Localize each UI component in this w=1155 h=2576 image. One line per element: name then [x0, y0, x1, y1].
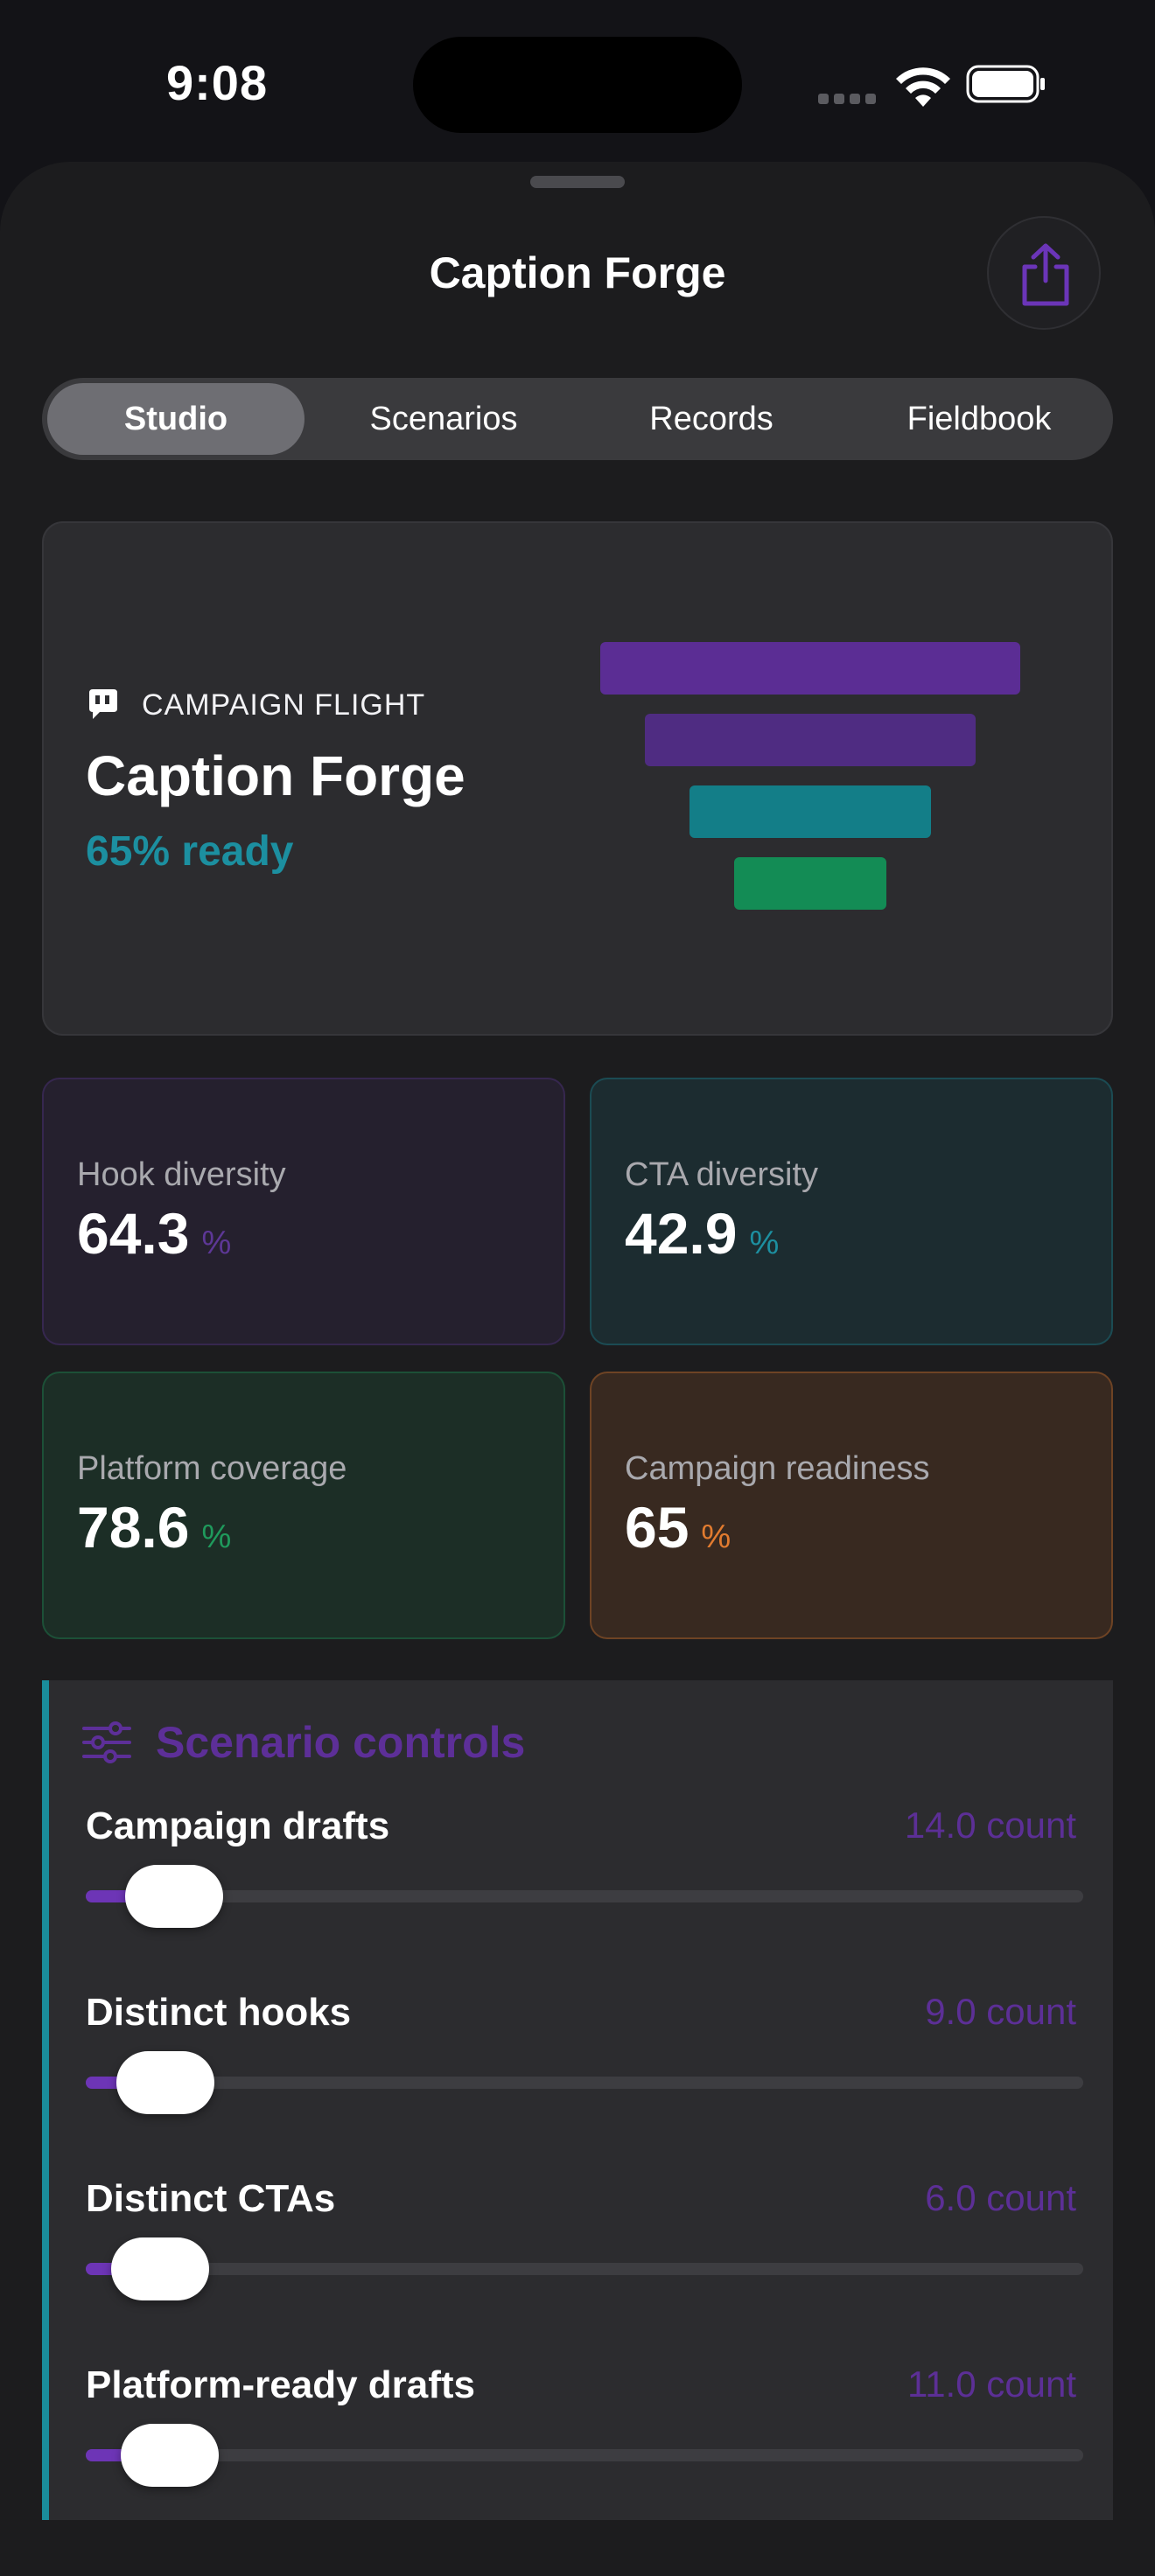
funnel-bar-1 — [600, 642, 1020, 695]
metric-tile-platform-coverage: Platform coverage 78.6% — [42, 1372, 565, 1639]
slider-track[interactable] — [86, 2077, 1083, 2089]
tab-scenarios[interactable]: Scenarios — [369, 401, 518, 437]
sliders-icon — [82, 1721, 131, 1763]
control-label: Distinct CTAs — [86, 2177, 336, 2220]
funnel-bar-4 — [734, 857, 886, 910]
slider-thumb[interactable] — [120, 2424, 219, 2487]
hero-title: Caption Forge — [86, 744, 466, 807]
metric-tile-cta-diversity: CTA diversity 42.9% — [590, 1078, 1113, 1345]
slider-track[interactable] — [86, 1890, 1083, 1902]
sheet: Caption Forge Studio Scenarios Records F… — [0, 162, 1155, 2576]
scenario-controls-header: Scenario controls — [82, 1717, 525, 1768]
slider-thumb[interactable] — [124, 1865, 223, 1928]
share-button[interactable] — [987, 216, 1101, 330]
metric-tile-hook-diversity: Hook diversity 64.3% — [42, 1078, 565, 1345]
metric-unit: % — [201, 1225, 232, 1261]
metric-value: 64.3% — [77, 1201, 232, 1266]
control-distinct-hooks: Distinct hooks 9.0 count — [49, 1991, 1113, 2177]
control-label: Campaign drafts — [86, 1805, 390, 1847]
sheet-title: Caption Forge — [429, 248, 726, 297]
metric-unit: % — [201, 1518, 232, 1555]
metric-label: Hook diversity — [77, 1156, 286, 1193]
hero-ready-percent: 65% ready — [86, 828, 294, 875]
funnel-graphic — [600, 642, 1020, 910]
status-time: 9:08 — [166, 55, 269, 110]
metric-label: Campaign readiness — [625, 1450, 930, 1487]
metric-unit: % — [701, 1518, 732, 1555]
cellular-signal-icon — [818, 93, 881, 108]
metric-value: 42.9% — [625, 1201, 780, 1266]
slider-thumb[interactable] — [111, 2237, 210, 2300]
metric-value: 65% — [625, 1495, 732, 1560]
funnel-bar-2 — [645, 714, 976, 766]
hero-eyebrow-label: CAMPAIGN FLIGHT — [142, 688, 426, 722]
battery-icon — [966, 65, 1045, 103]
control-value: 14.0 count — [904, 1805, 1076, 1846]
control-value: 11.0 count — [906, 2363, 1076, 2405]
metric-label: CTA diversity — [625, 1156, 819, 1193]
dynamic-island — [413, 37, 742, 133]
slider-track[interactable] — [86, 2449, 1083, 2461]
sheet-grabber[interactable] — [530, 176, 625, 188]
slider-thumb[interactable] — [116, 2051, 214, 2114]
tab-studio[interactable]: Studio — [47, 383, 304, 455]
segmented-control: Studio Scenarios Records Fieldbook — [42, 378, 1113, 460]
funnel-bar-3 — [690, 785, 931, 838]
control-value: 6.0 count — [925, 2177, 1076, 2218]
metric-tile-campaign-readiness: Campaign readiness 65% — [590, 1372, 1113, 1639]
control-value: 9.0 count — [925, 1991, 1076, 2032]
share-icon — [1022, 243, 1069, 306]
metric-label: Platform coverage — [77, 1450, 347, 1487]
status-bar: 9:08 — [0, 0, 1155, 162]
hero-eyebrow: CAMPAIGN FLIGHT — [86, 688, 425, 723]
chat-bubble-icon — [89, 689, 117, 719]
control-label: Platform-ready drafts — [86, 2363, 476, 2406]
scenario-controls-panel: Scenario controls Campaign drafts 14.0 c… — [42, 1680, 1113, 2520]
control-platform-ready-drafts: Platform-ready drafts 11.0 count — [49, 2363, 1113, 2550]
control-label: Distinct hooks — [86, 1991, 352, 2034]
slider-track[interactable] — [86, 2263, 1083, 2275]
control-campaign-drafts: Campaign drafts 14.0 count — [49, 1805, 1113, 1991]
scenario-controls-title: Scenario controls — [156, 1718, 526, 1767]
wifi-icon — [896, 67, 950, 107]
control-distinct-ctas: Distinct CTAs 6.0 count — [49, 2177, 1113, 2363]
metric-unit: % — [749, 1225, 780, 1261]
tab-fieldbook[interactable]: Fieldbook — [906, 401, 1052, 437]
tab-records[interactable]: Records — [649, 401, 774, 437]
hero-card: CAMPAIGN FLIGHT Caption Forge 65% ready — [42, 521, 1113, 1036]
metric-value: 78.6% — [77, 1495, 232, 1560]
